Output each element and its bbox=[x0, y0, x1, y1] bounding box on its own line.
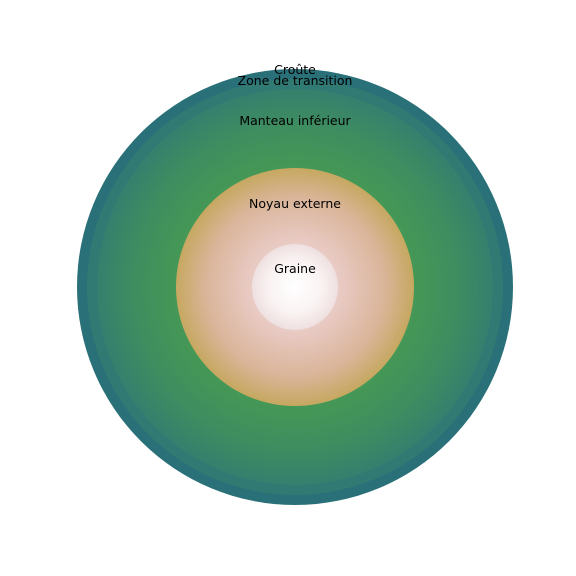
label-zone-transition: Zone de transition bbox=[238, 73, 353, 88]
layer-graine bbox=[252, 244, 338, 330]
label-noyau-externe: Noyau externe bbox=[249, 196, 341, 211]
label-croute: Croûte bbox=[274, 62, 316, 77]
label-manteau-inferieur: Manteau inférieur bbox=[239, 113, 351, 128]
label-graine: Graine bbox=[274, 261, 316, 276]
